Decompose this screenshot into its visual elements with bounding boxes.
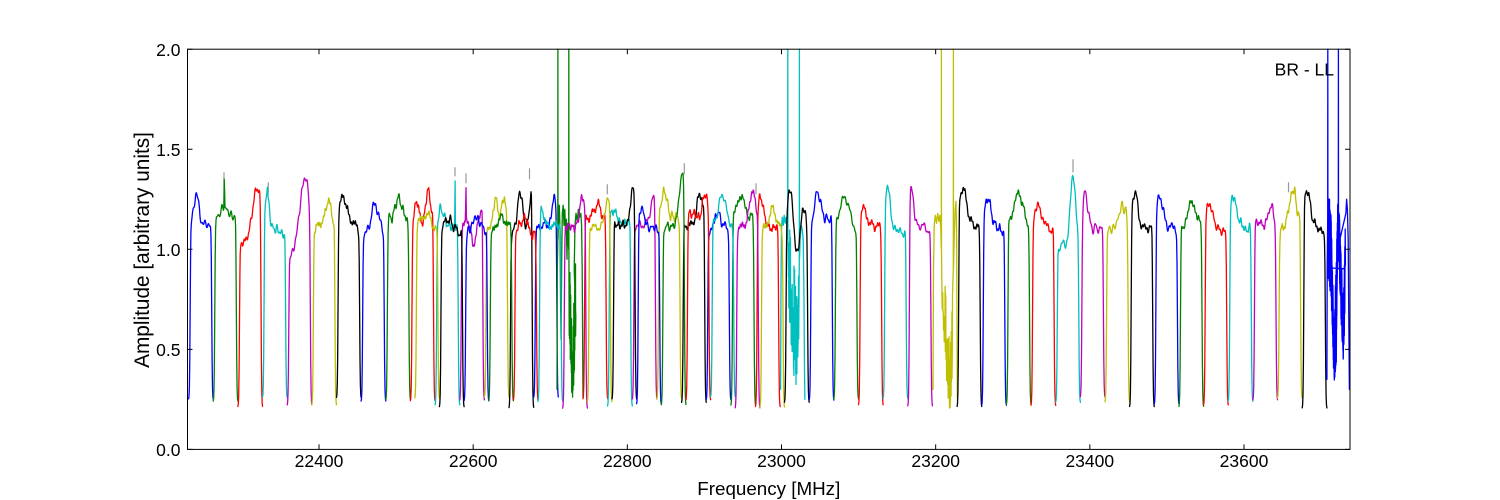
svg-text:22600: 22600 <box>449 451 498 471</box>
svg-text:1.0: 1.0 <box>156 240 181 260</box>
svg-text:22800: 22800 <box>603 451 652 471</box>
svg-text:22400: 22400 <box>295 451 344 471</box>
svg-text:Frequency [MHz]: Frequency [MHz] <box>697 478 840 499</box>
svg-text:23200: 23200 <box>911 451 960 471</box>
svg-text:0.5: 0.5 <box>156 340 180 360</box>
svg-text:0.0: 0.0 <box>156 440 181 460</box>
svg-text:23000: 23000 <box>757 451 806 471</box>
svg-text:Amplitude [arbitrary units]: Amplitude [arbitrary units] <box>131 132 154 368</box>
svg-text:1.5: 1.5 <box>156 140 180 160</box>
svg-text:23600: 23600 <box>1220 451 1269 471</box>
svg-text:2.0: 2.0 <box>156 40 181 60</box>
svg-text:BR - LL: BR - LL <box>1275 60 1335 80</box>
svg-text:23400: 23400 <box>1065 451 1114 471</box>
